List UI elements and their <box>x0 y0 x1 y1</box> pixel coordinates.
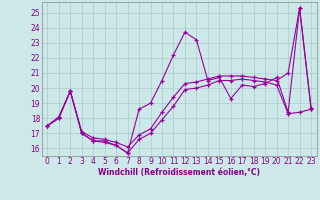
X-axis label: Windchill (Refroidissement éolien,°C): Windchill (Refroidissement éolien,°C) <box>98 168 260 177</box>
